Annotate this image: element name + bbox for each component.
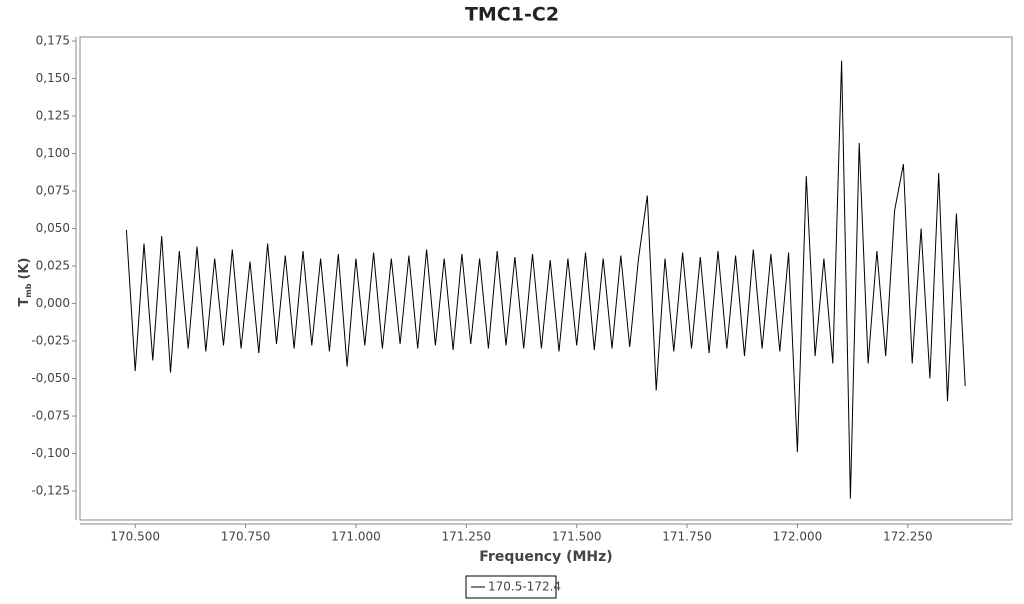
x-tick-label: 171.750 <box>662 530 712 544</box>
spectrum-line <box>125 60 966 499</box>
legend-label: 170.5-172.4 <box>488 580 561 594</box>
y-label-unit: (K) <box>17 258 32 280</box>
x-tick-label: 170.750 <box>221 530 271 544</box>
y-tick-label: 0,150 <box>36 71 70 85</box>
x-tick-label: 172.250 <box>883 530 933 544</box>
y-tick-label: 0,100 <box>36 146 70 160</box>
y-tick-label: 0,000 <box>36 296 70 310</box>
legend <box>465 575 557 599</box>
chart-title: TMC1-C2 <box>465 4 559 26</box>
y-tick-label: 0,075 <box>36 184 70 198</box>
x-tick-label: 172.000 <box>773 530 823 544</box>
x-tick-label: 171.500 <box>552 530 602 544</box>
y-label: T <box>17 297 32 306</box>
y-tick-label: -0,100 <box>31 446 70 460</box>
y-label-sub: mb <box>24 283 33 297</box>
x-tick-label: 170.500 <box>110 530 160 544</box>
y-tick-label: 0,175 <box>36 34 70 48</box>
y-tick-label: -0,050 <box>31 371 70 385</box>
x-tick-label: 171.250 <box>441 530 491 544</box>
y-tick-label: 0,025 <box>36 259 70 273</box>
y-tick-label: 0,050 <box>36 221 70 235</box>
x-tick-label: 171.000 <box>331 530 381 544</box>
x-axis-title: Frequency (MHz) <box>479 549 612 565</box>
y-tick-label: -0,025 <box>31 334 70 348</box>
plot-frame <box>79 36 1013 521</box>
y-tick-label: -0,075 <box>31 409 70 423</box>
y-axis-title: Tmb (K) <box>17 258 33 307</box>
y-tick-label: 0,125 <box>36 109 70 123</box>
y-tick-label: -0,125 <box>31 484 70 498</box>
